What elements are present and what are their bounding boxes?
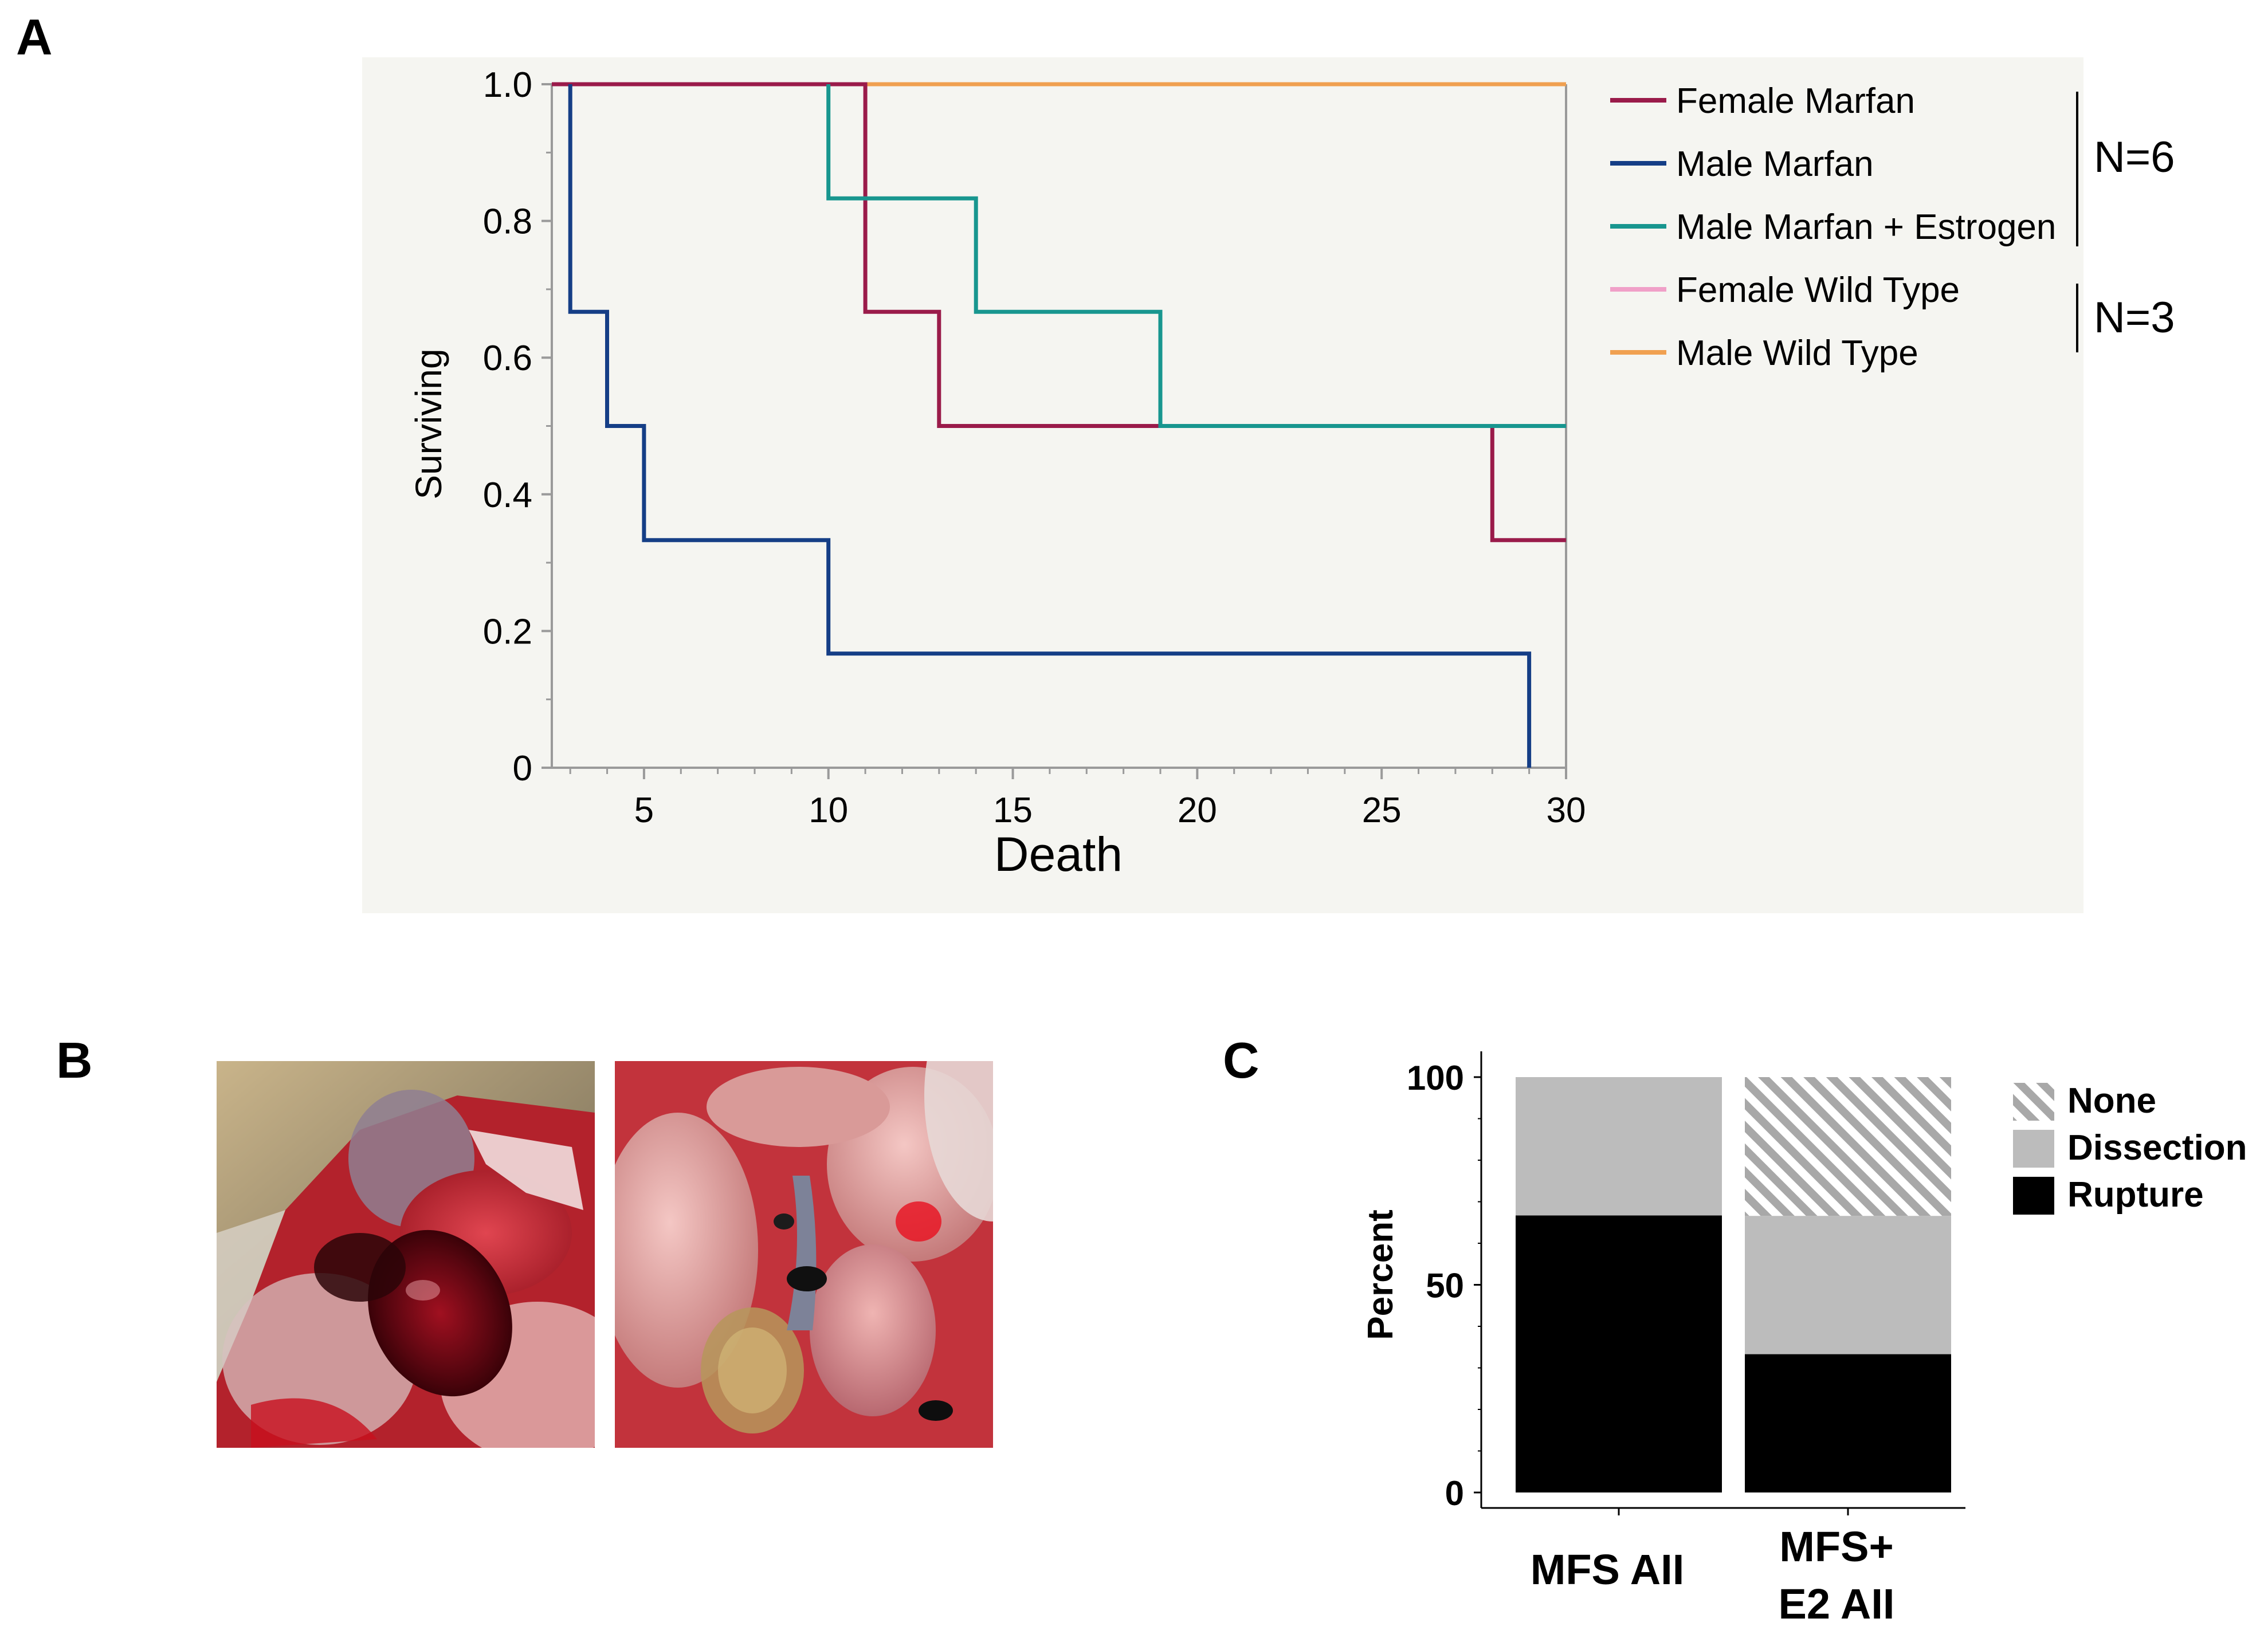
bar-legend: None Dissection Rupture	[2013, 1081, 2247, 1215]
km-x-tick-label: 5	[634, 791, 654, 830]
bar-y-ticks: 0 50 100	[1407, 1059, 1481, 1513]
km-x-tick-label: 15	[993, 791, 1033, 830]
bar-segment-dissection	[1745, 1216, 1951, 1354]
bar-segment-none	[1745, 1077, 1951, 1216]
bar-legend-swatch-dissection	[2013, 1130, 2054, 1168]
bar-x-labels: MFS AII MFS+ E2 AII	[1531, 1508, 1895, 1628]
km-curve-male-marfan	[568, 84, 1532, 768]
bar-segment-dissection	[1516, 1077, 1722, 1216]
km-y-tick-label: 1.0	[483, 65, 532, 105]
km-x-tick-label: 25	[1362, 791, 1402, 830]
legend-label-male-marfan-estrogen: Male Marfan + Estrogen	[1676, 207, 2056, 247]
bar-category-label: E2 AII	[1779, 1580, 1895, 1628]
km-x-tick-label: 30	[1547, 791, 1586, 830]
bar-legend-swatch-rupture	[2013, 1177, 2054, 1215]
km-x-tick-label: 10	[809, 791, 848, 830]
km-curve-female-marfan	[552, 82, 1566, 543]
bar-legend-swatch-none	[2013, 1083, 2054, 1121]
bar-legend-label-dissection: Dissection	[2067, 1128, 2247, 1168]
km-x-tick-label: 20	[1178, 791, 1217, 830]
km-y-tick-label: 0.6	[483, 339, 532, 378]
km-survival-curves	[552, 82, 1566, 768]
bar-segment-rupture	[1516, 1215, 1722, 1492]
bar-category-label: MFS+	[1779, 1523, 1893, 1570]
bar-segment-rupture	[1745, 1354, 1951, 1492]
panel-label-c: C	[1223, 1032, 1259, 1089]
bar-stacks	[1516, 1077, 1951, 1492]
panel-label-a: A	[16, 9, 53, 65]
legend-label-male-wild-type: Male Wild Type	[1676, 333, 1918, 373]
panel-label-b: B	[56, 1032, 93, 1089]
bar-category-label: MFS AII	[1531, 1546, 1685, 1593]
km-x-axis-label: Death	[994, 827, 1123, 881]
km-plot-background	[362, 57, 2083, 913]
bar-y-tick-label: 100	[1407, 1059, 1464, 1097]
necropsy-photo-left	[217, 1061, 595, 1448]
km-y-axis: 0 0.2 0.4 0.6 0.8 1.0	[483, 65, 552, 788]
group-label-n6: N=6	[2094, 133, 2175, 182]
km-x-axis: 5 10 15 20 25 30	[569, 768, 1586, 830]
km-legend: Female Marfan Male Marfan Male Marfan + Es…	[1610, 81, 2056, 373]
km-y-axis-label: Surviving	[408, 348, 449, 499]
km-y-tick-label: 0.8	[483, 202, 532, 242]
legend-label-male-marfan: Male Marfan	[1676, 144, 1874, 184]
km-y-tick-label: 0.2	[483, 612, 532, 651]
group-label-n3: N=3	[2094, 293, 2175, 342]
km-y-tick-label: 0	[513, 749, 532, 788]
bar-legend-label-rupture: Rupture	[2067, 1175, 2204, 1215]
legend-label-female-marfan: Female Marfan	[1676, 81, 1915, 121]
bar-legend-label-none: None	[2067, 1081, 2156, 1121]
bar-y-axis-label: Percent	[1361, 1209, 1400, 1340]
bar-y-axis	[1480, 1051, 1965, 1509]
km-curve-male-marfan-estrogen	[826, 84, 1566, 428]
bar-y-tick-label: 0	[1445, 1474, 1464, 1513]
legend-label-female-wild-type: Female Wild Type	[1676, 270, 1960, 310]
bar-y-tick-label: 50	[1426, 1267, 1464, 1305]
km-y-tick-label: 0.4	[483, 476, 532, 515]
necropsy-photo-right	[615, 1061, 993, 1448]
